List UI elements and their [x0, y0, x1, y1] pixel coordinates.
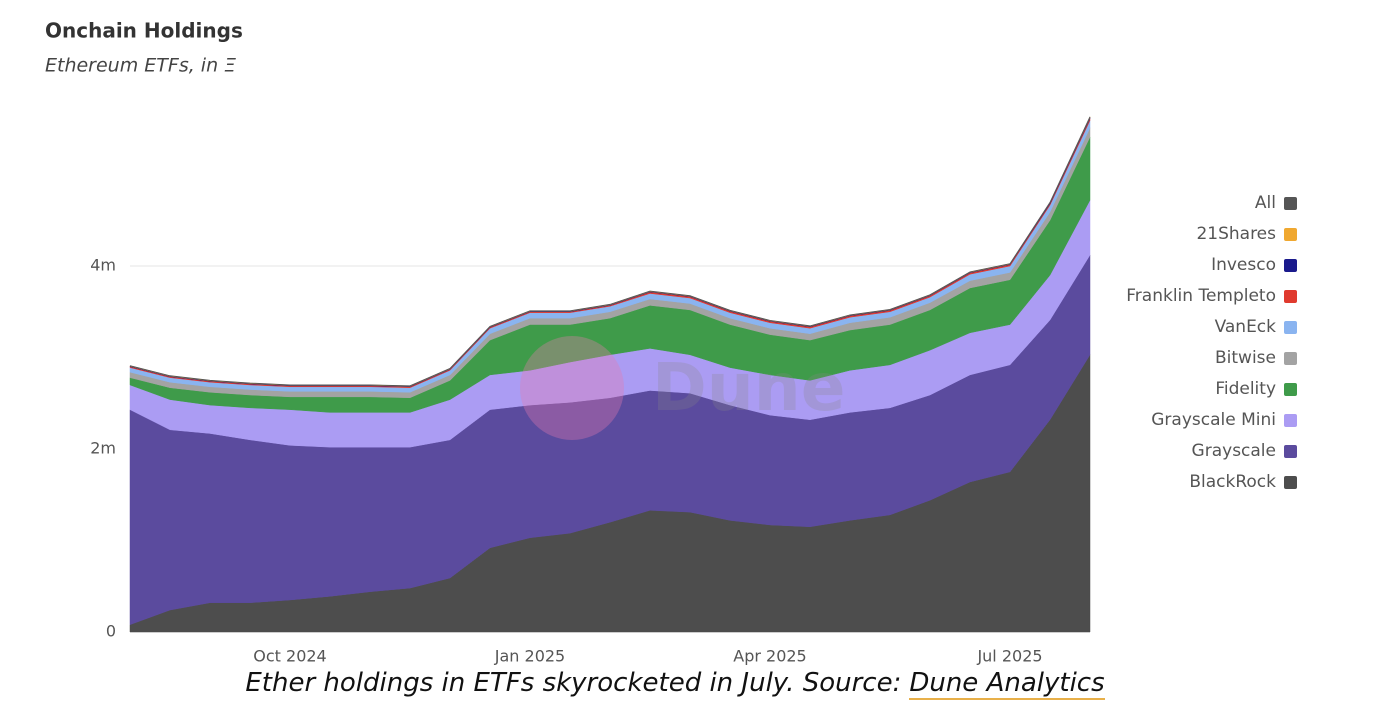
legend-label: Grayscale: [1192, 441, 1276, 461]
x-tick-label: Jan 2025: [494, 647, 565, 666]
legend-swatch: [1284, 476, 1297, 489]
legend-swatch: [1284, 321, 1297, 334]
legend-label: 21Shares: [1196, 224, 1276, 244]
legend-label: Fidelity: [1215, 379, 1276, 399]
source-link[interactable]: Dune Analytics: [909, 668, 1105, 700]
legend-swatch: [1284, 228, 1297, 241]
watermark-logo: [520, 336, 624, 440]
chart-subtitle: Ethereum ETFs, in Ξ: [45, 55, 236, 77]
y-tick-label: 0: [106, 622, 116, 641]
legend-swatch: [1284, 259, 1297, 272]
x-tick-label: Jul 2025: [976, 647, 1042, 666]
legend-label: VanEck: [1215, 317, 1277, 337]
legend-label: Invesco: [1211, 255, 1276, 275]
legend-swatch: [1284, 445, 1297, 458]
chart-title: Onchain Holdings: [45, 19, 243, 43]
legend-swatch: [1284, 197, 1297, 210]
total-line: [129, 116, 1091, 387]
legend-swatch: [1284, 290, 1297, 303]
x-tick-label: Apr 2025: [733, 647, 806, 666]
legend-swatch: [1284, 383, 1297, 396]
legend-label: Franklin Templeto: [1126, 286, 1276, 306]
y-tick-label: 4m: [90, 256, 116, 275]
legend-swatch: [1284, 352, 1297, 365]
legend-label: Grayscale Mini: [1151, 410, 1276, 430]
legend-swatch: [1284, 414, 1297, 427]
y-tick-label: 2m: [90, 439, 116, 458]
legend-label: Bitwise: [1215, 348, 1276, 368]
caption-text: Ether holdings in ETFs skyrocketed in Ju…: [245, 668, 902, 698]
watermark: Dune: [652, 349, 846, 426]
legend-label: BlackRock: [1189, 472, 1276, 492]
caption: Ether holdings in ETFs skyrocketed in Ju…: [0, 668, 1350, 700]
chart: Onchain Holdings Ethereum ETFs, in Ξ 0 2m…: [45, 19, 1297, 666]
x-tick-label: Oct 2024: [253, 647, 326, 666]
legend-label: All: [1255, 193, 1276, 213]
